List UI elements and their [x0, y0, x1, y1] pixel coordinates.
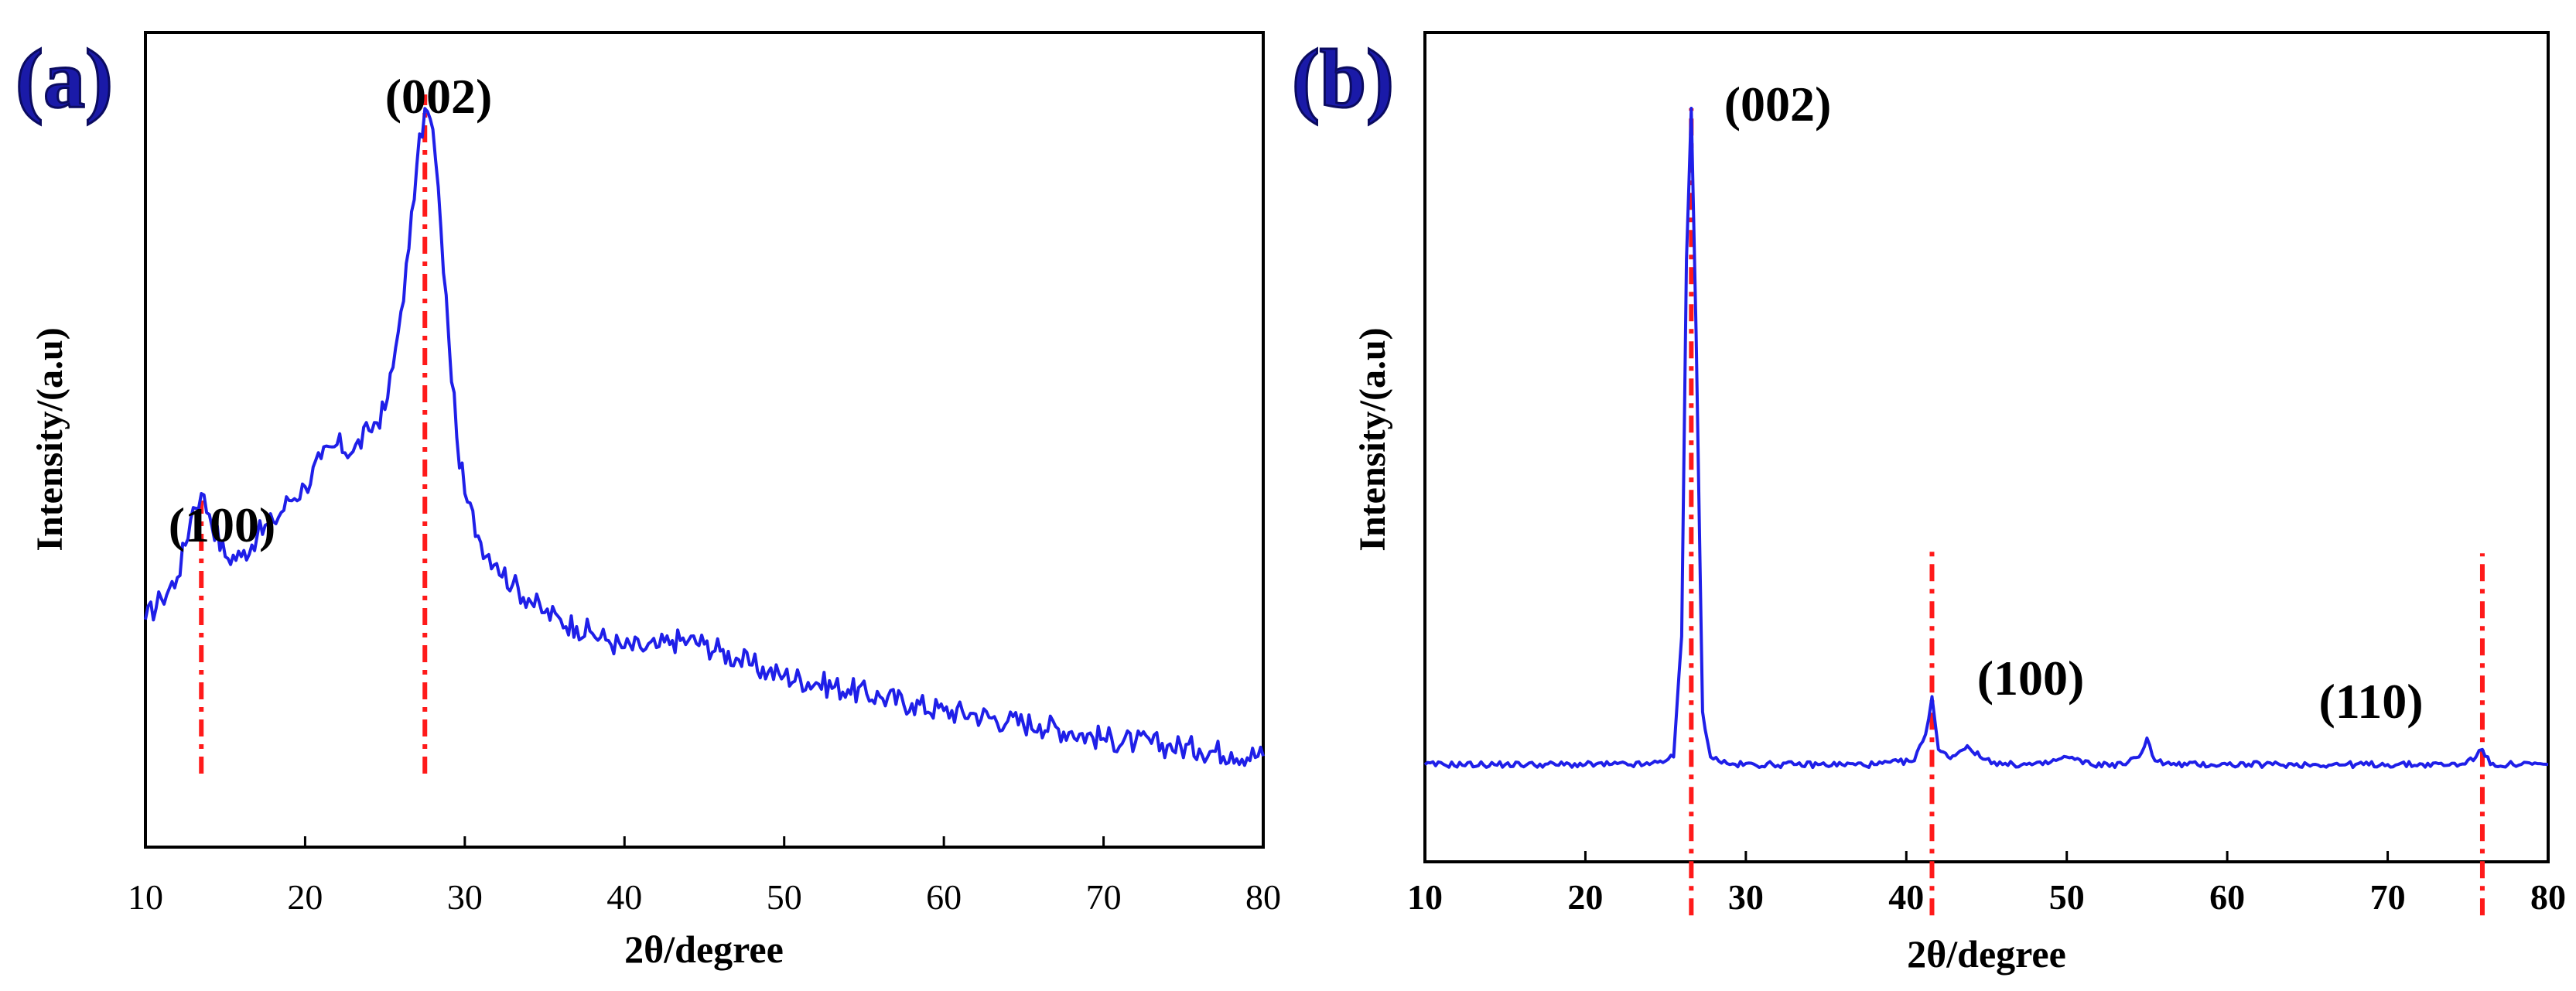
panel-b-peak-label-110: (110) — [2318, 674, 2423, 729]
panel-a-peak-label-100: (100) — [169, 497, 276, 552]
panel-a-series-line — [144, 107, 1265, 767]
panel-b-x-tick-label-50: 50 — [2049, 877, 2085, 917]
panel-b-x-tick-label-10: 10 — [1407, 877, 1443, 917]
panel-a-x-tick-label-50: 50 — [767, 877, 802, 917]
panel-a-label: (a) — [15, 33, 113, 125]
panel-b-y-axis-title: Intensity/(a.u) — [1352, 327, 1393, 551]
panel-a-plot-frame — [144, 31, 1265, 849]
panel-a-x-tick-label-30: 30 — [447, 877, 483, 917]
panel-a-x-axis-title: 2θ/degree — [624, 928, 784, 971]
panel-b-plot-frame — [1423, 31, 2550, 863]
panel-b-peak-label-002: (002) — [1724, 77, 1832, 132]
panel-a-x-tick-label-10: 10 — [128, 877, 163, 917]
panel-a: (a) Intensity/(a.u) 2θ/degree 10 20 30 40 50… — [15, 31, 1281, 971]
panel-b-x-tick-label-30: 30 — [1728, 877, 1764, 917]
panel-a-peak-label-002: (002) — [385, 69, 493, 124]
panel-b-x-tick-label-40: 40 — [1888, 877, 1924, 917]
panel-b-peak-label-100: (100) — [1977, 651, 2085, 706]
panel-a-ticks: 10 20 30 40 50 60 70 80 — [128, 836, 1281, 917]
panel-b-x-tick-label-60: 60 — [2209, 877, 2245, 917]
panel-a-reference-lines — [199, 94, 428, 774]
panel-b-ticks: 10 20 30 40 50 60 70 80 — [1407, 851, 2566, 917]
panel-a-x-tick-label-80: 80 — [1245, 877, 1281, 917]
panel-b-series-line — [1423, 107, 2549, 770]
panel-b-x-tick-label-80: 80 — [2530, 877, 2566, 917]
panel-a-y-axis-title: Intensity/(a.u) — [29, 327, 70, 551]
panel-a-x-tick-label-70: 70 — [1086, 877, 1122, 917]
panel-a-x-tick-label-60: 60 — [926, 877, 962, 917]
panel-b-label: (b) — [1292, 33, 1394, 125]
panel-b-x-axis-title: 2θ/degree — [1907, 932, 2066, 976]
panel-b-x-tick-label-70: 70 — [2370, 877, 2406, 917]
panel-b: (b) Intensity/(a.u) 2θ/degree 10 20 30 40 50… — [1291, 31, 2566, 976]
panel-a-x-tick-label-40: 40 — [606, 877, 642, 917]
panel-b-x-tick-label-20: 20 — [1567, 877, 1603, 917]
panel-b-reference-lines — [1689, 108, 2485, 916]
panel-a-x-tick-label-20: 20 — [287, 877, 323, 917]
